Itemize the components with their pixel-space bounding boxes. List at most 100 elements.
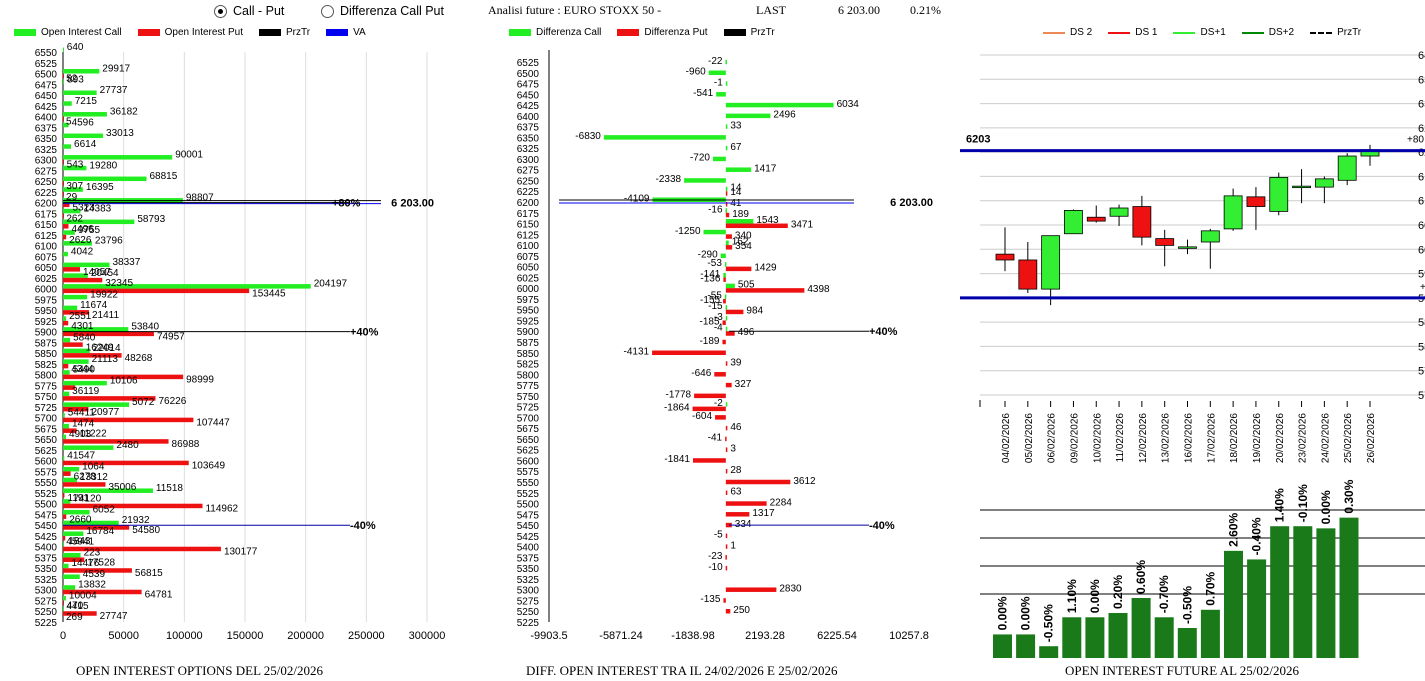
strike-tick-label: 6350 bbox=[35, 134, 58, 145]
diff-put-value-label: 327 bbox=[735, 379, 752, 390]
y-tick-label: 6200 bbox=[1418, 147, 1425, 159]
oi-call-value-label: 21113 bbox=[92, 354, 119, 365]
diff-put-value-label: -10 bbox=[708, 562, 723, 573]
future-oi-value-label: -0.10% bbox=[1296, 484, 1310, 522]
oi-call-value-label: 2551 bbox=[69, 311, 92, 322]
diff-call-bar bbox=[725, 402, 728, 407]
diff-call-bar bbox=[603, 135, 726, 140]
future-oi-bar bbox=[1200, 609, 1220, 658]
oi-call-bar bbox=[63, 337, 71, 343]
radio-call-put[interactable]: Call - Put bbox=[214, 4, 284, 18]
oi-call-value-label: 4042 bbox=[71, 246, 94, 257]
diff-put-bar bbox=[725, 468, 728, 474]
legend-oi-va: VA bbox=[353, 27, 366, 38]
legend-va-swatch bbox=[326, 29, 349, 36]
future-caption: OPEN INTEREST FUTURE AL 25/02/2026 bbox=[1065, 663, 1300, 678]
diff-put-bar bbox=[725, 331, 735, 336]
oi-call-value-label: 204197 bbox=[314, 279, 348, 290]
oi-call-value-label: 41547 bbox=[67, 451, 95, 462]
oi-put-bar bbox=[63, 396, 156, 401]
diff-call-value-label: -290 bbox=[698, 250, 718, 261]
diff-call-bar bbox=[708, 70, 726, 76]
diff-call-value-label: -53 bbox=[707, 258, 722, 269]
date-tick-label: 13/02/2026 bbox=[1161, 413, 1172, 463]
strike-tick-label: 5225 bbox=[517, 618, 540, 629]
radio-diff[interactable]: Differenza Call Put bbox=[321, 4, 444, 18]
oi-call-bar bbox=[63, 219, 135, 225]
oi-call-value-label: 4415 bbox=[66, 601, 89, 612]
oi-put-bar bbox=[63, 310, 89, 315]
oi-call-value-label: 7215 bbox=[75, 96, 98, 107]
oi-call-value-label: 1474 bbox=[72, 418, 95, 429]
oi-call-value-label: 21932 bbox=[122, 515, 150, 526]
diff-put-value-label: 984 bbox=[746, 306, 763, 317]
strike-tick-label: 6000 bbox=[517, 284, 540, 295]
diff-call-value-label: -1 bbox=[714, 77, 723, 88]
strike-tick-label: 6250 bbox=[35, 177, 58, 188]
oi-call-bar bbox=[63, 509, 90, 515]
oi-call-bar bbox=[63, 585, 76, 590]
oi-call-bar bbox=[63, 165, 87, 171]
future-oi-bar bbox=[1154, 617, 1174, 658]
oi-call-bar bbox=[63, 348, 90, 354]
future-oi-value-label: 0.30% bbox=[1342, 479, 1356, 513]
oi-call-value-label: 10004 bbox=[69, 590, 97, 601]
date-tick-label: 05/02/2026 bbox=[1024, 413, 1035, 463]
diff-call-value-label: -720 bbox=[690, 153, 710, 164]
diff-call-value-label: -541 bbox=[693, 88, 713, 99]
strike-tick-label: 6175 bbox=[517, 209, 540, 220]
future-oi-bar bbox=[1270, 526, 1290, 658]
strike-tick-label: 5875 bbox=[35, 338, 58, 349]
future-oi-bar bbox=[1062, 617, 1082, 658]
diff-call-bar bbox=[725, 219, 754, 224]
oi-put-value-label: 11222 bbox=[80, 428, 108, 439]
diff-put-bar bbox=[725, 436, 727, 442]
candle-body bbox=[1109, 207, 1129, 217]
strike-tick-label: 6500 bbox=[35, 70, 58, 81]
oi-put-value-label: 14057 bbox=[83, 267, 111, 278]
strike-tick-label: 6000 bbox=[35, 285, 58, 296]
oi-call-bar bbox=[63, 413, 65, 418]
hline-top-label: 6203 bbox=[966, 134, 990, 146]
diff-put-value-label: -646 bbox=[691, 368, 711, 379]
oi-call-value-label: 1064 bbox=[82, 461, 105, 472]
oi-put-value-label: 1191 bbox=[67, 493, 89, 504]
oi-put-bar bbox=[63, 374, 184, 380]
oi-put-value-label: 52 bbox=[66, 74, 78, 85]
oi-call-bar bbox=[63, 456, 65, 461]
oi-call-value-label: 54411 bbox=[68, 408, 96, 419]
oi-call-value-label: 4903 bbox=[69, 429, 92, 440]
diff-call-bar bbox=[725, 145, 728, 151]
strike-tick-label: 5975 bbox=[517, 295, 540, 306]
oi-put-value-label: 98999 bbox=[186, 375, 214, 386]
pct-line-label: +40% bbox=[350, 327, 379, 339]
pct-line-label: -40% bbox=[350, 520, 376, 532]
oi-put-bar bbox=[63, 202, 70, 208]
strike-tick-label: 5275 bbox=[517, 596, 540, 607]
oi-call-bar bbox=[63, 294, 88, 300]
oi-put-value-label: 2626 bbox=[69, 235, 92, 246]
diff-put-value-label: 3612 bbox=[793, 476, 816, 487]
diff-put-value-label: -185 bbox=[700, 316, 720, 327]
oi-put-bar bbox=[63, 331, 154, 337]
oi-call-value-label: 5490 bbox=[73, 365, 96, 376]
legend-put-swatch bbox=[137, 29, 160, 36]
oi-options-chart: 0 50000 100000 150000 200000 250000 300000 6550… bbox=[35, 42, 446, 642]
strike-tick-label: 6225 bbox=[517, 187, 540, 198]
diff-put-bar bbox=[725, 565, 728, 571]
oi-put-bar bbox=[63, 159, 64, 165]
oi-call-bar bbox=[63, 445, 114, 450]
diff-put-bar bbox=[725, 202, 728, 207]
diff-put-bar bbox=[725, 587, 777, 592]
diff-put-bar bbox=[714, 372, 726, 377]
oi-put-bar bbox=[63, 525, 130, 530]
strike-tick-label: 5400 bbox=[517, 543, 540, 554]
diff-call-bar bbox=[725, 167, 752, 172]
strike-tick-label: 6150 bbox=[35, 220, 58, 231]
diff-put-bar bbox=[694, 393, 726, 399]
radio-selected-icon bbox=[214, 4, 227, 18]
legend-oi-call: Open Interest Call bbox=[41, 27, 122, 38]
oi-put-value-label: 17528 bbox=[87, 557, 115, 568]
strike-tick-label: 6125 bbox=[35, 231, 58, 242]
diff-put-bar bbox=[725, 288, 805, 293]
